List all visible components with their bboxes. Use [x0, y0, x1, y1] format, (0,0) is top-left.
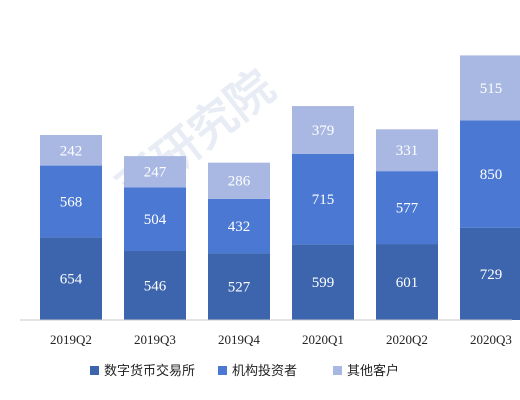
x-tick-labels: 2019Q2 2019Q3 2019Q4 2020Q1 2020Q2 2020Q3: [50, 332, 512, 347]
bar-segment-s3-2020Q3: [460, 55, 520, 121]
bar-segment-s1-2019Q4: [208, 253, 270, 320]
legend-item-other: 其他客户: [333, 363, 399, 379]
x-tick-label-2020Q1: 2020Q1: [302, 332, 344, 347]
data-label-s1-2020Q3: 729: [480, 267, 503, 283]
legend: 数字货币交易所 机构投资者 其他客户: [90, 363, 399, 379]
x-tick-label-2019Q4: 2019Q4: [218, 332, 260, 347]
x-tick-label-2019Q3: 2019Q3: [134, 332, 176, 347]
legend-label: 数字货币交易所: [104, 363, 195, 379]
legend-swatch: [333, 366, 342, 375]
bar-segment-s1-2019Q2: [40, 237, 102, 320]
legend-swatch: [90, 366, 99, 375]
data-label-s2-2020Q1: 715: [312, 192, 335, 208]
data-label-s3-2019Q3: 247: [144, 165, 167, 181]
bar-segment-s2-2020Q1: [292, 153, 354, 245]
data-label-s1-2020Q2: 601: [396, 275, 419, 291]
data-label-s2-2020Q3: 850: [480, 167, 503, 183]
bar-segment-s1-2020Q3: [460, 227, 520, 320]
data-label-s3-2020Q1: 379: [312, 123, 335, 139]
bar-segment-s2-2019Q2: [40, 165, 102, 238]
data-label-s1-2020Q1: 599: [312, 275, 335, 291]
bar-segment-s3-2020Q2: [376, 129, 438, 172]
bars-group: 654 568 242 546 504 247 527 432 286 599 715 379 601 5…: [40, 55, 520, 320]
data-label-s3-2020Q2: 331: [396, 143, 419, 159]
data-label-s2-2019Q4: 432: [228, 219, 251, 235]
x-tick-label-2020Q2: 2020Q2: [386, 332, 428, 347]
data-label-s2-2019Q3: 504: [144, 212, 167, 228]
data-label-s1-2019Q3: 546: [144, 279, 167, 295]
bar-segment-s2-2020Q2: [376, 171, 438, 245]
bar-segment-s1-2020Q2: [376, 244, 438, 320]
data-label-s2-2020Q2: 577: [396, 201, 419, 217]
data-label-s3-2020Q3: 515: [480, 81, 503, 97]
bar-segment-s3-2019Q2: [40, 135, 102, 166]
legend-swatch: [218, 366, 227, 375]
bar-segment-s3-2020Q1: [292, 106, 354, 154]
bar-segment-s3-2019Q4: [208, 162, 270, 199]
data-label-s1-2019Q4: 527: [228, 280, 251, 296]
data-label-s3-2019Q4: 286: [228, 174, 251, 190]
data-label-s2-2019Q2: 568: [60, 194, 83, 210]
bar-segment-s3-2019Q3: [124, 156, 186, 188]
data-label-s1-2019Q2: 654: [60, 272, 83, 288]
data-label-s3-2019Q2: 242: [60, 143, 83, 159]
bar-segment-s1-2019Q3: [124, 251, 186, 320]
legend-item-exchanges: 数字货币交易所: [90, 363, 195, 379]
bar-segment-s2-2019Q3: [124, 187, 186, 252]
bar-segment-s1-2020Q1: [292, 244, 354, 320]
x-tick-label-2019Q2: 2019Q2: [50, 332, 92, 347]
legend-label: 机构投资者: [232, 363, 297, 379]
bar-segment-s2-2020Q3: [460, 120, 520, 228]
x-tick-label-2020Q3: 2020Q3: [470, 332, 512, 347]
legend-item-institutions: 机构投资者: [218, 363, 297, 379]
bar-segment-s2-2019Q4: [208, 198, 270, 254]
legend-label: 其他客户: [347, 363, 399, 379]
